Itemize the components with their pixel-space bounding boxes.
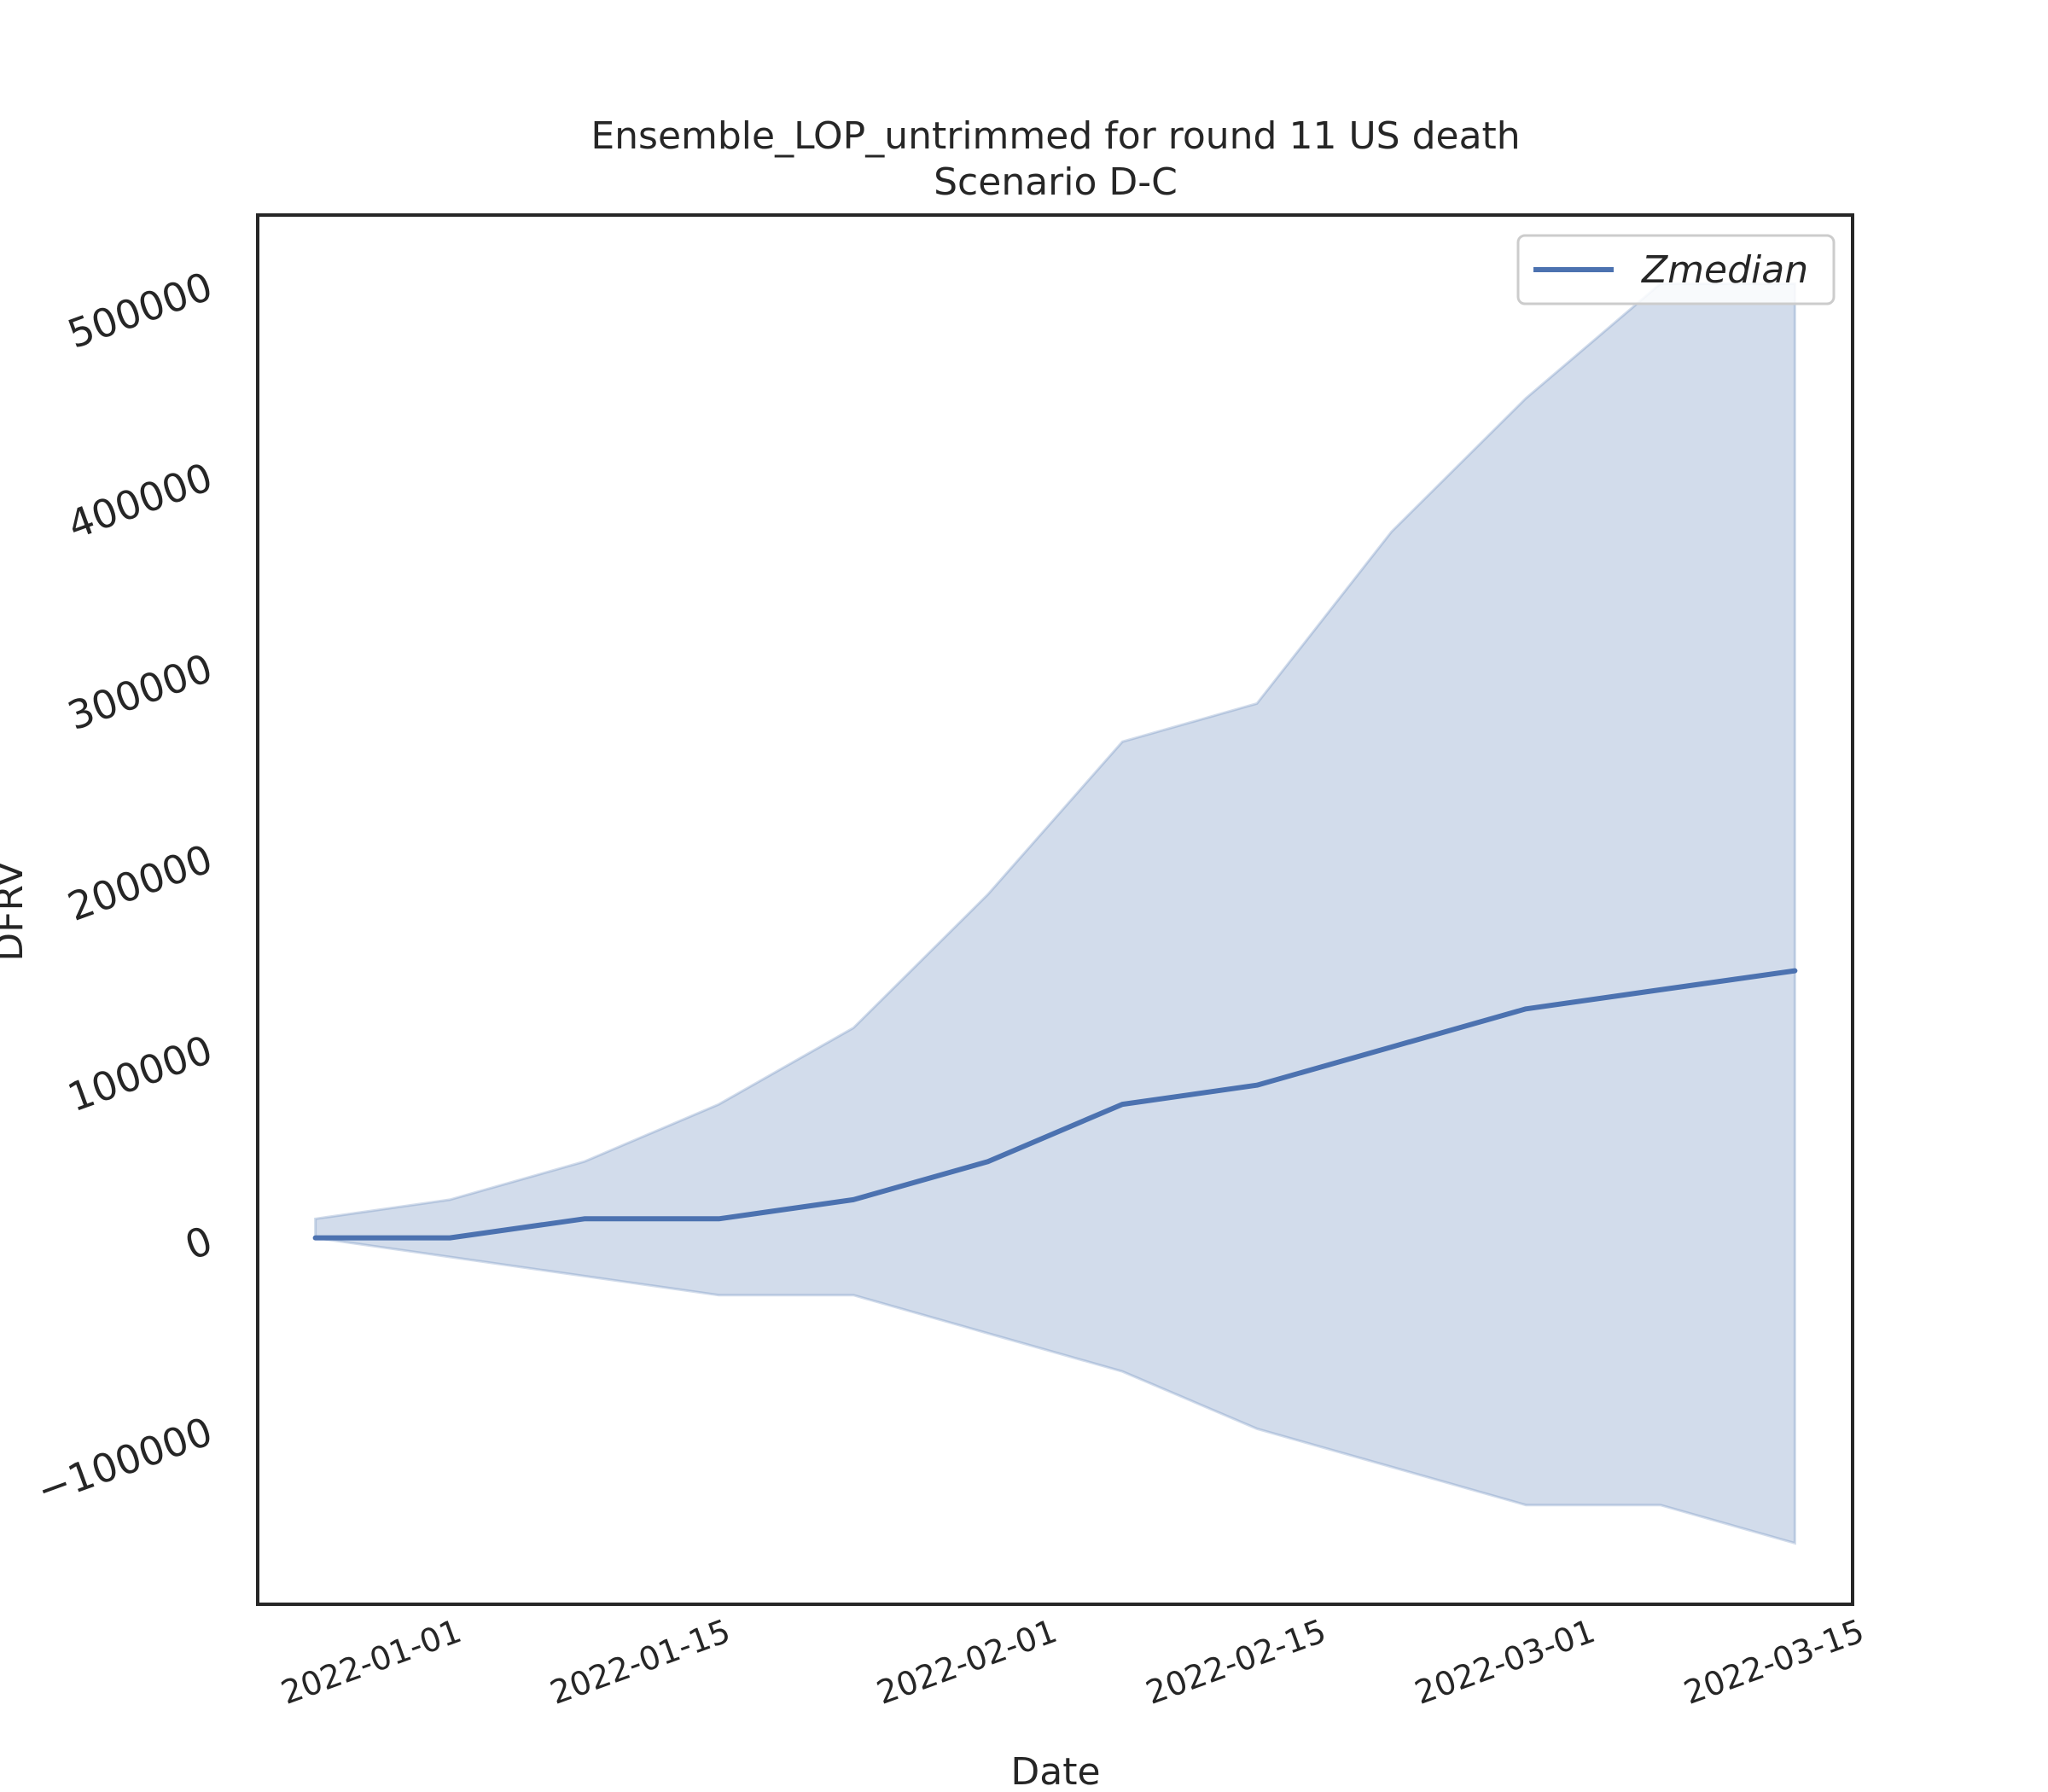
y-tick-label: −100000	[31, 1408, 218, 1514]
y-tick-label: 0	[179, 1217, 218, 1269]
y-axis-ticks: −100000 0 100000 200000 300000 400000 500000	[31, 263, 218, 1514]
confidence-band	[314, 282, 1796, 1545]
legend-label-zmedian: Zmedian	[1641, 248, 1808, 292]
y-tick-label: 300000	[61, 644, 218, 739]
x-tick-label: 2022-02-01	[872, 1612, 1062, 1712]
x-axis-ticks: 2022-01-01 2022-01-15 2022-02-01 2022-02-15…	[276, 1612, 1869, 1712]
x-tick-label: 2022-03-15	[1679, 1612, 1870, 1712]
series-line-zmedian	[312, 968, 1798, 1241]
chart-subtitle: Scenario D-C	[934, 160, 1178, 204]
x-axis-label: Date	[1010, 1750, 1100, 1792]
chart-title: Ensemble_LOP_untrimmed for round 11 US d…	[591, 114, 1520, 158]
legend-frame	[1516, 234, 1836, 305]
x-tick-label: 2022-01-15	[545, 1612, 736, 1712]
y-tick-label: 100000	[61, 1027, 218, 1121]
plot-area	[312, 282, 1798, 1545]
x-tick-label: 2022-01-01	[276, 1612, 467, 1712]
y-axis-label: DFRV	[0, 861, 32, 961]
legend: Zmedian	[1516, 234, 1836, 305]
y-tick-label: 400000	[61, 454, 218, 549]
x-tick-label: 2022-03-01	[1410, 1612, 1600, 1712]
plot-frame	[256, 213, 1854, 1606]
x-tick-label: 2022-02-15	[1141, 1612, 1331, 1712]
y-tick-label: 500000	[61, 263, 218, 358]
y-tick-label: 200000	[61, 835, 218, 930]
